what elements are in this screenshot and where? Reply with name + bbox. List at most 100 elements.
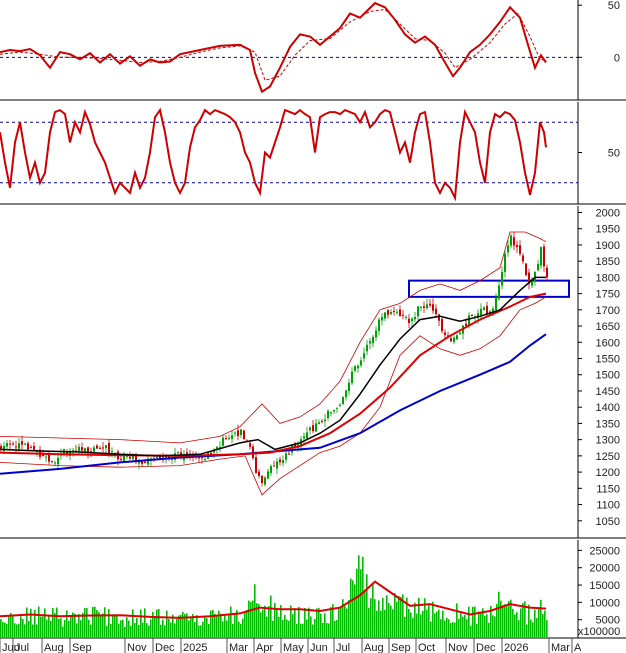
volume-bar bbox=[378, 600, 380, 637]
candle-body bbox=[72, 449, 74, 452]
candle-body bbox=[369, 341, 371, 344]
volume-bar bbox=[318, 607, 320, 637]
price-candle bbox=[363, 347, 365, 363]
volume-bar bbox=[74, 613, 76, 637]
price-candle bbox=[276, 458, 278, 475]
price-candle bbox=[516, 240, 518, 253]
candle-body bbox=[216, 446, 218, 450]
candle-body bbox=[384, 312, 386, 319]
volume-bar bbox=[178, 615, 180, 637]
volume-tick-label: 25000 bbox=[589, 545, 620, 557]
price-tick-label: 1650 bbox=[596, 321, 620, 333]
volume-ma-line bbox=[0, 580, 547, 619]
volume-bar bbox=[476, 623, 478, 637]
volume-bar bbox=[222, 621, 224, 637]
volume-bar bbox=[32, 624, 34, 637]
price-candle bbox=[321, 419, 323, 424]
candle-body bbox=[525, 263, 527, 276]
volume-bar bbox=[196, 615, 198, 637]
volume-bar bbox=[30, 608, 32, 637]
candle-body bbox=[390, 312, 392, 315]
volume-bar bbox=[238, 621, 240, 637]
candle-body bbox=[48, 454, 50, 462]
volume-bar bbox=[4, 622, 6, 637]
volume-bar bbox=[492, 615, 494, 637]
month-label: Nov bbox=[448, 642, 468, 653]
volume-bar bbox=[190, 618, 192, 637]
volume-bar bbox=[108, 609, 110, 637]
candle-body bbox=[501, 272, 503, 286]
volume-bar bbox=[286, 619, 288, 637]
candle-body bbox=[99, 447, 101, 449]
price-candle bbox=[324, 414, 326, 427]
candle-body bbox=[15, 446, 17, 448]
volume-bar bbox=[52, 607, 54, 637]
volume-bar bbox=[18, 623, 20, 637]
price-candle bbox=[399, 305, 401, 317]
price-candle bbox=[312, 419, 314, 434]
volume-bar bbox=[72, 612, 74, 637]
candle-body bbox=[354, 366, 356, 371]
price-candle bbox=[162, 452, 164, 463]
candle-body bbox=[261, 475, 263, 483]
volume-bar bbox=[514, 614, 516, 637]
month-label: Mar bbox=[229, 642, 248, 653]
volume-bar bbox=[524, 601, 526, 637]
volume-bar bbox=[346, 608, 348, 637]
volume-bar bbox=[426, 609, 428, 637]
volume-bar bbox=[424, 598, 426, 637]
volume-bar bbox=[166, 610, 168, 637]
price-candle bbox=[408, 314, 410, 329]
volume-bar bbox=[214, 614, 216, 637]
volume-bar bbox=[172, 614, 174, 637]
price-candle bbox=[345, 389, 347, 401]
price-candle bbox=[507, 240, 509, 257]
volume-bar bbox=[180, 614, 182, 637]
volume-bar bbox=[138, 625, 140, 637]
price-candle bbox=[495, 293, 497, 312]
candle-body bbox=[507, 245, 509, 253]
volume-bar bbox=[184, 613, 186, 637]
volume-bar bbox=[478, 611, 480, 637]
candle-body bbox=[318, 422, 320, 424]
candle-body bbox=[177, 452, 179, 454]
volume-bar bbox=[58, 618, 60, 637]
candle-body bbox=[114, 452, 116, 454]
month-label: Jul bbox=[336, 642, 350, 653]
candle-body bbox=[513, 237, 515, 246]
volume-bar bbox=[66, 610, 68, 637]
candle-body bbox=[291, 445, 293, 453]
volume-bar bbox=[336, 620, 338, 637]
candle-body bbox=[141, 460, 143, 464]
price-candle bbox=[177, 451, 179, 455]
volume-bar bbox=[466, 619, 468, 637]
candle-body bbox=[522, 255, 524, 262]
volume-bar bbox=[460, 613, 462, 637]
volume-bar bbox=[428, 604, 430, 637]
candle-body bbox=[441, 318, 443, 332]
volume-bar bbox=[68, 621, 70, 637]
candle-body bbox=[267, 471, 269, 479]
candle-body bbox=[504, 253, 506, 272]
price-tick-label: 1700 bbox=[596, 305, 620, 317]
candle-body bbox=[210, 452, 212, 455]
volume-bar bbox=[496, 603, 498, 637]
price-candle bbox=[402, 309, 404, 320]
volume-bar bbox=[338, 606, 340, 637]
volume-bar bbox=[62, 626, 64, 637]
volume-bar bbox=[290, 605, 292, 637]
volume-bar bbox=[70, 615, 72, 637]
price-tick-label: 1300 bbox=[596, 435, 620, 447]
price-candle bbox=[255, 451, 257, 474]
volume-bar bbox=[458, 618, 460, 637]
volume-bar bbox=[144, 608, 146, 637]
volume-bar bbox=[292, 614, 294, 637]
price-candle bbox=[105, 444, 107, 454]
candle-body bbox=[12, 443, 14, 445]
price-tick-label: 1200 bbox=[596, 467, 620, 479]
price-tick-label: 1900 bbox=[596, 240, 620, 252]
candle-body bbox=[498, 285, 500, 299]
price-candle bbox=[351, 367, 353, 386]
volume-bar bbox=[314, 619, 316, 637]
volume-bar bbox=[454, 622, 456, 637]
